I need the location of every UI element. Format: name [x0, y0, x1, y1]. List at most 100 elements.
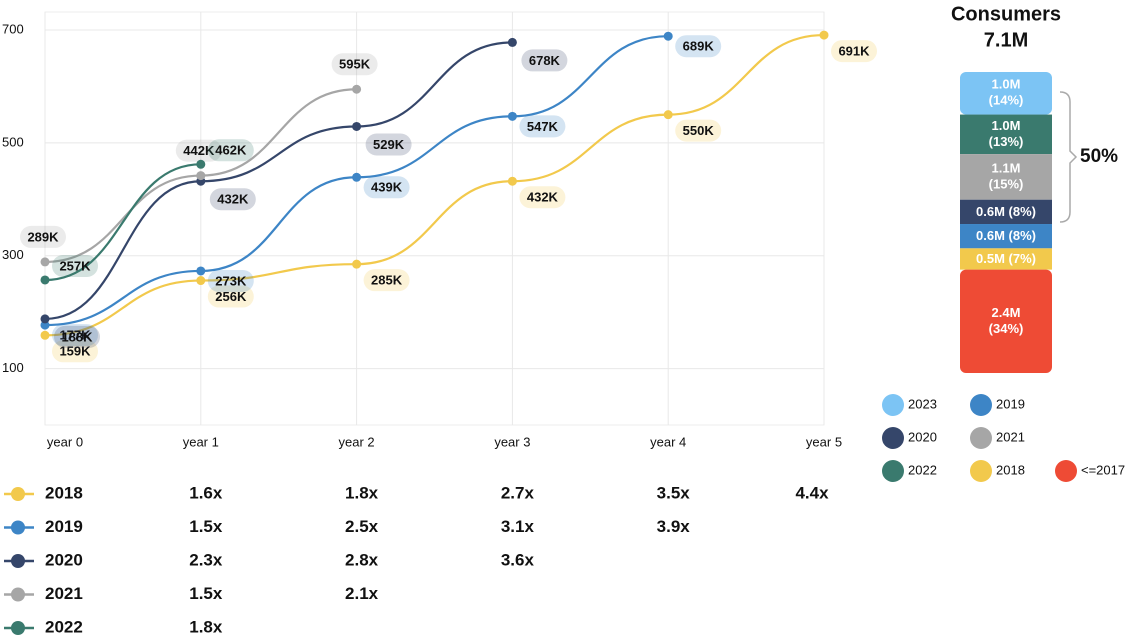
data-label: 256K [215, 289, 247, 304]
legend-dot [11, 520, 25, 535]
legend-label: <=2017 [1081, 462, 1125, 477]
label-pill [52, 254, 98, 277]
x-tick-label: year 1 [183, 434, 219, 449]
data-label: 691K [838, 44, 870, 59]
segment [960, 154, 1052, 200]
segment [960, 72, 1052, 115]
segment-percent: (8%) [1009, 204, 1036, 219]
label-pill [175, 139, 222, 162]
plot-area [44, 11, 825, 426]
legend-dot [11, 621, 25, 635]
point [40, 320, 50, 330]
label-pill [831, 40, 877, 63]
segment-value: 0.6M [976, 229, 1005, 244]
data-label: 432K [217, 192, 249, 207]
label-pill [519, 115, 566, 138]
bracket [1059, 91, 1078, 223]
multiple: 2.1x [345, 584, 379, 603]
segment-value: 2.4M [992, 305, 1021, 320]
point [196, 171, 206, 181]
data-label: 595K [339, 57, 371, 72]
segment [960, 248, 1052, 270]
series-line [44, 33, 825, 337]
data-label: 678K [529, 53, 561, 68]
data-label: 289K [27, 229, 59, 244]
segment [960, 114, 1052, 155]
label-pill [20, 225, 66, 248]
legend-label: 2020 [908, 429, 937, 444]
x-tick-label: year 2 [339, 434, 375, 449]
legend-name: 2019 [45, 517, 83, 536]
bar-title: Consumers [951, 3, 1061, 25]
legend-label: 2023 [908, 396, 937, 411]
x-tick-label: year 5 [806, 434, 842, 449]
legend-swatch [882, 460, 904, 482]
stacked-bar [960, 72, 1052, 373]
label-pill [209, 188, 256, 211]
label-pill [52, 340, 98, 363]
label-pill [207, 269, 254, 292]
label-pill [207, 139, 254, 162]
legend-label: 2019 [996, 396, 1025, 411]
data-label: 442K [183, 143, 215, 158]
point [352, 84, 362, 94]
point [663, 31, 673, 41]
point [507, 37, 517, 47]
point [196, 159, 206, 169]
point [40, 330, 50, 340]
multiple: 2.5x [345, 517, 379, 536]
segment [960, 199, 1052, 225]
annotation: 50% [1080, 146, 1118, 167]
data-label: 547K [527, 119, 559, 134]
multiple: 1.5x [189, 584, 223, 603]
bar-subtitle: 7.1M [984, 29, 1028, 51]
legend-swatch [882, 394, 904, 416]
legend-name: 2022 [45, 617, 83, 636]
multiple: 3.6x [501, 550, 535, 569]
segment-value: 1.1M [992, 160, 1021, 175]
data-label: 529K [373, 137, 405, 152]
label-pill [675, 119, 722, 142]
multiple: 1.5x [189, 517, 223, 536]
point [196, 276, 206, 286]
point [507, 176, 517, 186]
legend-name: 2021 [45, 584, 83, 603]
y-tick-label: 700 [2, 21, 24, 36]
label-pill [675, 35, 722, 58]
y-tick-label: 500 [2, 134, 24, 149]
segment-percent: (7%) [1009, 251, 1036, 266]
x-tick-label: year 0 [47, 434, 83, 449]
legend-swatch [1055, 460, 1077, 482]
multiple: 3.1x [501, 517, 535, 536]
point [40, 257, 50, 267]
label-pill [207, 285, 254, 308]
multiple: 1.6x [189, 483, 223, 502]
label-pill [363, 269, 410, 292]
multiple: 3.5x [657, 483, 691, 502]
segment-value: 1.0M [992, 77, 1021, 92]
segment-label: 0.5M (7%) [976, 251, 1036, 266]
segment-label: 0.6M (8%) [976, 229, 1036, 244]
point [40, 275, 50, 285]
legend-name: 2018 [45, 483, 83, 502]
y-tick-label: 300 [2, 247, 24, 262]
legend-dot [11, 554, 25, 568]
data-label: 439K [371, 180, 403, 195]
point [40, 314, 50, 324]
data-label: 285K [371, 273, 403, 288]
data-label: 273K [215, 273, 247, 288]
segment-percent: (8%) [1009, 229, 1036, 244]
x-tick-label: year 3 [494, 434, 530, 449]
data-label: 188K [61, 329, 93, 344]
legend-swatch [970, 394, 992, 416]
point [352, 121, 362, 131]
data-label: 159K [59, 344, 91, 359]
label-pill [365, 133, 412, 156]
point [196, 266, 206, 276]
segment-percent: (13%) [989, 134, 1024, 149]
point [352, 172, 362, 182]
segment [960, 224, 1052, 249]
label-pill [519, 186, 566, 209]
legend-swatch [882, 427, 904, 449]
data-label: 432K [527, 190, 559, 205]
